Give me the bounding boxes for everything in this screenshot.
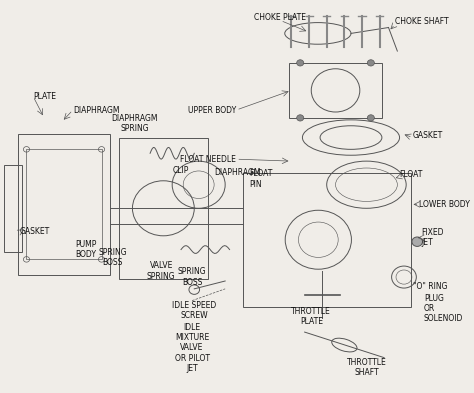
Text: THROTTLE
PLATE: THROTTLE PLATE (292, 307, 331, 326)
Text: UPPER BODY: UPPER BODY (188, 106, 236, 114)
Text: PLATE: PLATE (33, 92, 56, 101)
Text: IDLE SPEED
SCREW: IDLE SPEED SCREW (172, 301, 217, 320)
Text: DIAPHRAGM: DIAPHRAGM (214, 169, 261, 177)
Text: GASKET: GASKET (413, 131, 443, 140)
Circle shape (367, 115, 374, 121)
Bar (18, 134, 110, 275)
Text: SPRING
BOSS: SPRING BOSS (98, 248, 127, 267)
Text: GASKET: GASKET (20, 228, 50, 236)
Text: DIAPHRAGM: DIAPHRAGM (73, 106, 119, 114)
Bar (243, 173, 410, 307)
Text: IDLE
MIXTURE
VALVE
OR PILOT
JET: IDLE MIXTURE VALVE OR PILOT JET (174, 323, 210, 373)
Text: VALVE
SPRING: VALVE SPRING (147, 261, 175, 281)
Bar (27, 149, 101, 259)
Bar (289, 63, 382, 118)
Text: "O" RING: "O" RING (413, 283, 447, 291)
Text: CLIP: CLIP (173, 167, 189, 175)
Text: DIAPHRAGM
SPRING: DIAPHRAGM SPRING (111, 114, 158, 134)
Circle shape (297, 115, 304, 121)
Text: FIXED
JET: FIXED JET (422, 228, 444, 248)
Text: CHOKE SHAFT: CHOKE SHAFT (395, 17, 449, 26)
Circle shape (367, 60, 374, 66)
Text: FLOAT NEEDLE: FLOAT NEEDLE (180, 155, 236, 163)
Text: FLOAT
PIN: FLOAT PIN (249, 169, 273, 189)
Bar (4, 165, 22, 252)
Text: LOWER BODY: LOWER BODY (419, 200, 470, 209)
Bar (119, 138, 208, 279)
Text: CHOKE PLATE: CHOKE PLATE (255, 13, 306, 22)
Text: PLUG
OR
SOLENOID: PLUG OR SOLENOID (424, 294, 463, 323)
Text: PUMP
BODY: PUMP BODY (75, 240, 97, 259)
Circle shape (297, 60, 304, 66)
Text: THROTTLE
SHAFT: THROTTLE SHAFT (346, 358, 386, 377)
Text: FLOAT: FLOAT (400, 171, 423, 179)
Circle shape (412, 237, 422, 246)
Text: SPRING
BOSS: SPRING BOSS (178, 267, 206, 287)
